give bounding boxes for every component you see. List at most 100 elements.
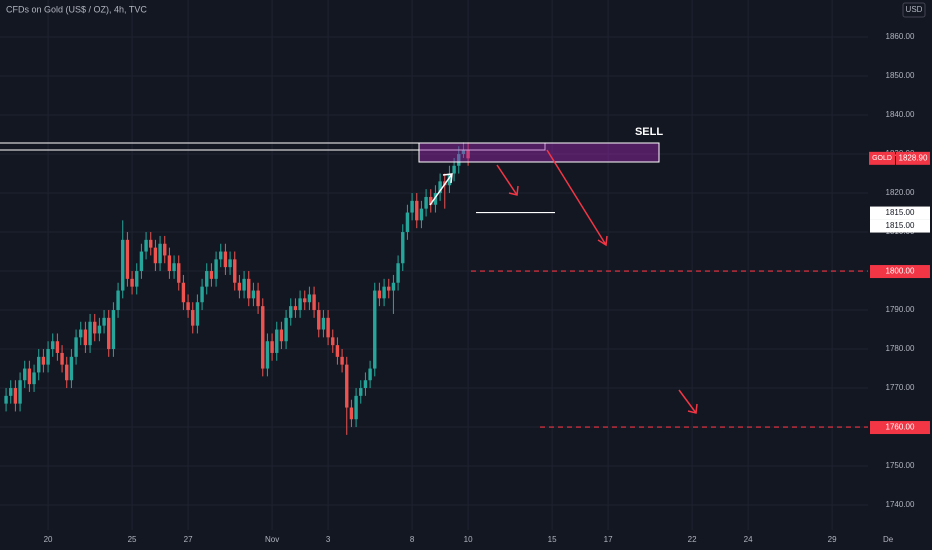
x-tick-label: 29 bbox=[828, 535, 837, 544]
candle-body bbox=[88, 321, 92, 346]
candle-body bbox=[242, 278, 246, 291]
candle-body bbox=[415, 200, 419, 221]
candle-body bbox=[307, 294, 312, 303]
currency: USD bbox=[906, 5, 923, 14]
candle-body bbox=[121, 239, 125, 291]
candle-body bbox=[219, 251, 223, 260]
candle-body bbox=[65, 364, 69, 381]
candle-body bbox=[405, 212, 410, 233]
x-tick-label: Nov bbox=[265, 535, 279, 544]
candle-body bbox=[191, 310, 195, 326]
candle-body bbox=[111, 310, 116, 350]
candle-body bbox=[60, 352, 64, 365]
candle-body bbox=[97, 325, 102, 334]
candle-body bbox=[83, 329, 88, 346]
candle-body bbox=[172, 263, 176, 272]
price-label-box bbox=[870, 206, 930, 220]
candle-body bbox=[345, 364, 349, 408]
candle-body bbox=[368, 368, 372, 381]
candle-body bbox=[247, 278, 251, 299]
candle-body bbox=[13, 388, 18, 404]
candle-body bbox=[181, 282, 186, 303]
x-tick-label: 20 bbox=[44, 535, 53, 544]
candle-body bbox=[18, 380, 22, 404]
x-tick-label: 27 bbox=[184, 535, 193, 544]
y-tick-label: 1770.00 bbox=[886, 383, 915, 392]
candle-body bbox=[410, 200, 414, 213]
candle-body bbox=[429, 196, 433, 205]
candle-body bbox=[79, 329, 83, 338]
x-tick-label: 8 bbox=[410, 535, 415, 544]
candle-body bbox=[270, 341, 274, 353]
candle-body bbox=[153, 247, 158, 264]
x-tick-label: 10 bbox=[464, 535, 473, 544]
x-tick-label: De bbox=[883, 535, 894, 544]
price-label-box bbox=[870, 265, 930, 279]
candle-body bbox=[205, 271, 209, 287]
price-label: 1760.00 bbox=[886, 423, 915, 432]
price-label: 1815.00 bbox=[886, 208, 915, 217]
candle-body bbox=[102, 317, 106, 326]
candle-body bbox=[228, 259, 232, 268]
y-tick-label: 1860.00 bbox=[886, 32, 915, 41]
y-tick-label: 1840.00 bbox=[886, 110, 915, 119]
x-tick-label: 17 bbox=[604, 535, 613, 544]
candle-body bbox=[419, 208, 424, 221]
candle-body bbox=[466, 150, 470, 159]
currency-box bbox=[902, 2, 926, 18]
candle-body bbox=[158, 243, 162, 264]
x-tick-label: 24 bbox=[744, 535, 753, 544]
last-price-box bbox=[896, 151, 930, 165]
red-arrows bbox=[496, 149, 698, 414]
candle-body bbox=[233, 259, 237, 283]
candle-body bbox=[186, 302, 190, 311]
axes: 1740.00 1750.00 1760.00 1770.00 1780.00 1790.… bbox=[44, 32, 930, 544]
candle-body bbox=[359, 388, 363, 396]
candle-body bbox=[51, 341, 55, 350]
candle-body bbox=[457, 154, 461, 166]
resistance-zone bbox=[0, 142, 546, 151]
candle-body bbox=[363, 380, 368, 389]
candle-body bbox=[27, 368, 32, 385]
candle-body bbox=[354, 395, 358, 420]
candle-body bbox=[251, 290, 256, 299]
candle-body bbox=[144, 239, 148, 252]
candle-body bbox=[209, 271, 214, 279]
candle-body bbox=[261, 306, 265, 369]
y-tick-label: 1780.00 bbox=[886, 344, 915, 353]
candle-body bbox=[284, 317, 288, 342]
candle-body bbox=[433, 193, 438, 205]
chart-title: CFDs on Gold (US$ / OZ), 4h, TVC bbox=[6, 4, 147, 14]
candle-body bbox=[93, 321, 97, 334]
price-label: 1800.00 bbox=[886, 267, 915, 276]
candle-body bbox=[373, 290, 377, 369]
candle-body bbox=[396, 263, 400, 283]
candle-body bbox=[424, 196, 428, 209]
candle-body bbox=[387, 286, 391, 291]
grid bbox=[0, 0, 889, 530]
candle-body bbox=[237, 282, 242, 291]
candle-body bbox=[382, 286, 386, 299]
annotation: SELL bbox=[635, 126, 663, 138]
candle-body bbox=[135, 271, 139, 287]
candle-body bbox=[326, 317, 330, 338]
candle-body bbox=[23, 368, 27, 381]
candle-body bbox=[149, 239, 153, 248]
white-arrow bbox=[429, 173, 453, 206]
candle-body bbox=[279, 329, 284, 342]
y-tick-label: 1750.00 bbox=[886, 461, 915, 470]
y-tick-label: 1740.00 bbox=[886, 500, 915, 509]
candle-body bbox=[163, 243, 167, 256]
candle-body bbox=[200, 286, 204, 303]
candle-body bbox=[265, 341, 270, 369]
candle-body bbox=[438, 181, 442, 194]
y-tick-label: 1850.00 bbox=[886, 71, 915, 80]
candle-body bbox=[139, 251, 144, 272]
candle-body bbox=[461, 150, 466, 155]
x-tick-label: 22 bbox=[688, 535, 697, 544]
candle-body bbox=[46, 349, 50, 365]
candle-body bbox=[195, 302, 200, 326]
candle-body bbox=[391, 282, 396, 291]
candle-body bbox=[4, 395, 8, 404]
